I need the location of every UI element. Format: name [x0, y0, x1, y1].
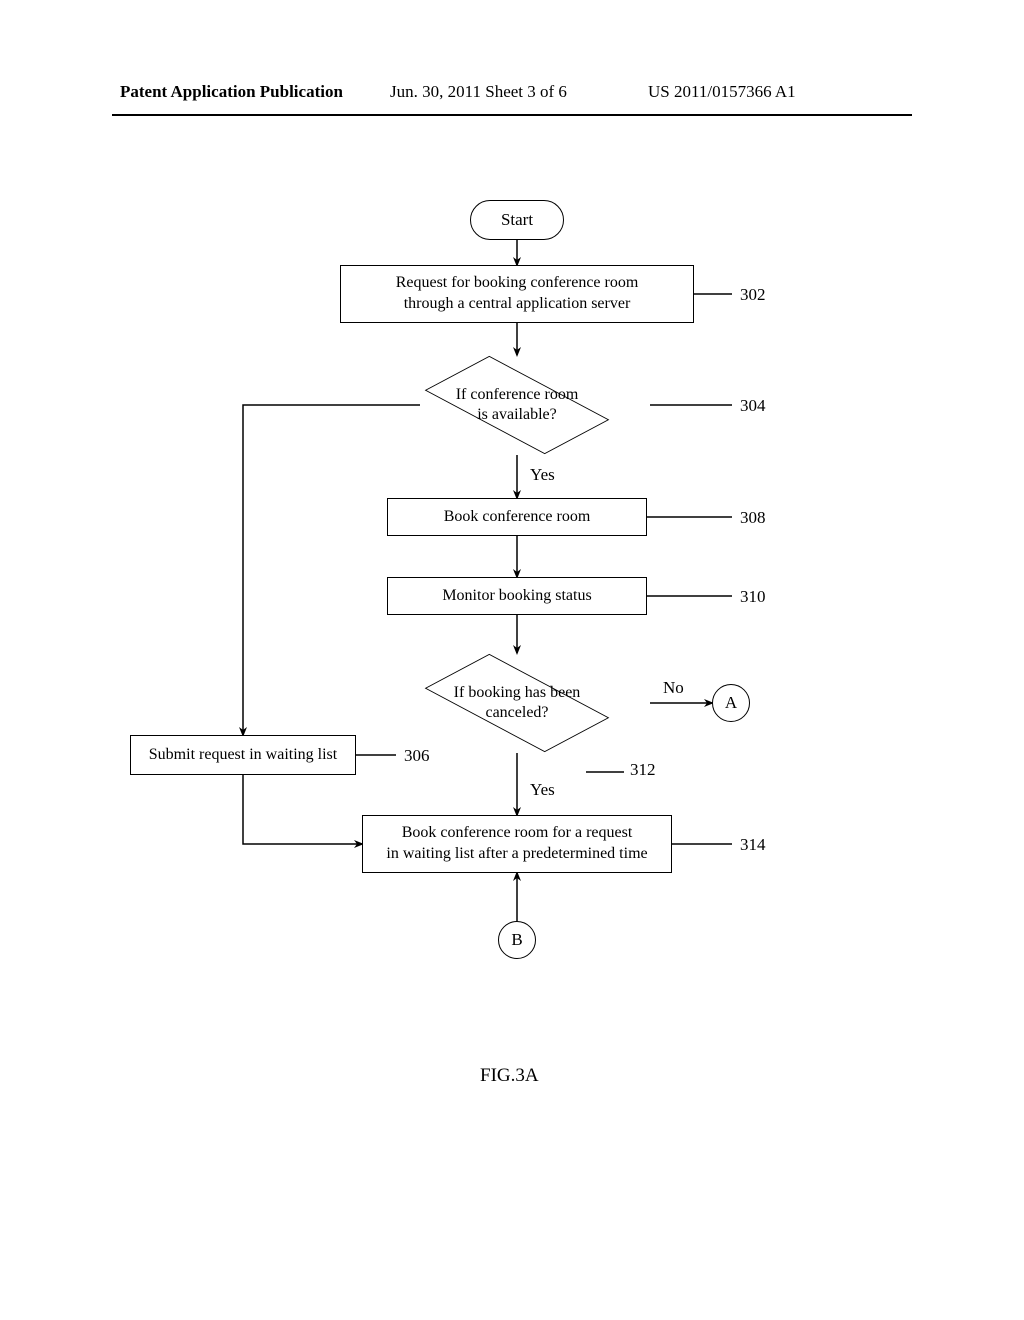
flow-connector-a-label: A [725, 692, 737, 714]
ref-302: 302 [740, 285, 766, 305]
edge-label-304-yes: Yes [530, 465, 555, 485]
flow-node-308: Book conference room [387, 498, 647, 536]
flow-connector-b-label: B [511, 929, 522, 951]
flow-node-302-label: Request for booking conference room thro… [396, 273, 639, 315]
flowchart-canvas: Start Request for booking conference roo… [0, 0, 1024, 1320]
flow-start: Start [470, 200, 564, 240]
flow-node-312-label: If booking has been canceled? [417, 683, 617, 723]
flow-node-314-label: Book conference room for a request in wa… [386, 823, 647, 865]
flow-node-306-label: Submit request in waiting list [149, 745, 337, 766]
ref-314: 314 [740, 835, 766, 855]
ref-308: 308 [740, 508, 766, 528]
figure-caption: FIG.3A [480, 1065, 539, 1087]
flow-connector-a: A [712, 684, 750, 722]
ref-306: 306 [404, 746, 430, 766]
flow-node-308-label: Book conference room [444, 507, 591, 528]
edge-label-312-yes: Yes [530, 780, 555, 800]
ref-312: 312 [630, 760, 656, 780]
flow-connector-b: B [498, 921, 536, 959]
ref-310: 310 [740, 587, 766, 607]
edge-label-312-no: No [663, 678, 684, 698]
flow-node-306: Submit request in waiting list [130, 735, 356, 775]
flow-node-304-label: If conference room is available? [417, 385, 617, 425]
flow-node-310: Monitor booking status [387, 577, 647, 615]
ref-304: 304 [740, 396, 766, 416]
flowchart-edges [0, 0, 1024, 1320]
flow-start-label: Start [501, 209, 533, 231]
flow-node-302: Request for booking conference room thro… [340, 265, 694, 323]
flow-node-310-label: Monitor booking status [442, 586, 591, 607]
edge-306-to-314 [243, 775, 362, 844]
edge-304-no-to-306 [243, 405, 420, 735]
flow-node-314: Book conference room for a request in wa… [362, 815, 672, 873]
